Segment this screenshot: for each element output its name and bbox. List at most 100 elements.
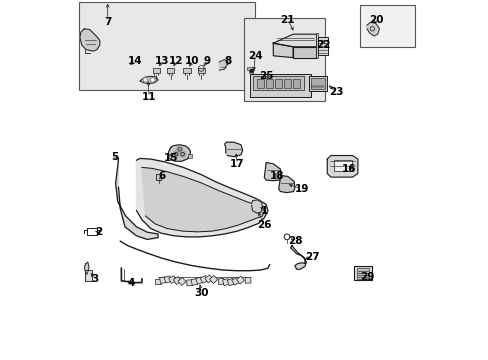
Bar <box>168 276 176 283</box>
Text: 16: 16 <box>341 164 355 174</box>
Bar <box>359 5 415 47</box>
Circle shape <box>144 79 146 81</box>
Bar <box>275 79 281 88</box>
Polygon shape <box>224 142 242 157</box>
Polygon shape <box>136 158 267 237</box>
Text: 20: 20 <box>368 15 383 25</box>
Text: 1: 1 <box>260 206 267 216</box>
Bar <box>209 275 217 284</box>
Bar <box>204 275 212 283</box>
Polygon shape <box>273 34 316 47</box>
Bar <box>249 74 310 97</box>
Bar <box>257 79 263 88</box>
Circle shape <box>151 79 153 81</box>
Text: 17: 17 <box>229 159 244 169</box>
Polygon shape <box>264 163 281 181</box>
Bar <box>265 79 272 88</box>
Bar <box>155 279 161 284</box>
Text: 25: 25 <box>258 71 273 81</box>
Bar <box>200 275 207 283</box>
Text: 2: 2 <box>95 227 102 237</box>
Text: 7: 7 <box>104 17 111 27</box>
Polygon shape <box>142 167 264 232</box>
Text: 27: 27 <box>305 252 320 262</box>
Text: 12: 12 <box>168 56 183 66</box>
Bar <box>236 276 244 284</box>
Text: 6: 6 <box>158 171 165 181</box>
Polygon shape <box>278 176 294 193</box>
Text: 23: 23 <box>328 87 343 97</box>
Bar <box>247 67 253 70</box>
Text: 22: 22 <box>316 40 330 50</box>
Text: 10: 10 <box>184 56 199 66</box>
Bar <box>87 228 97 235</box>
Polygon shape <box>84 262 89 274</box>
Polygon shape <box>80 29 100 51</box>
Bar <box>356 268 368 279</box>
Polygon shape <box>251 200 262 213</box>
Polygon shape <box>290 246 306 269</box>
Polygon shape <box>366 22 379 36</box>
Bar <box>354 266 371 280</box>
Bar <box>227 278 234 286</box>
Bar <box>315 33 317 58</box>
Text: 9: 9 <box>203 56 210 66</box>
Bar <box>253 76 303 90</box>
Bar <box>309 76 326 91</box>
Bar <box>178 277 186 285</box>
Bar <box>183 68 190 73</box>
Text: 18: 18 <box>269 171 284 181</box>
Polygon shape <box>219 59 228 70</box>
Bar <box>160 277 166 283</box>
Circle shape <box>250 69 253 72</box>
Polygon shape <box>140 76 158 84</box>
Polygon shape <box>168 145 190 161</box>
Text: 15: 15 <box>163 153 178 163</box>
Text: 24: 24 <box>247 51 262 61</box>
Text: 30: 30 <box>194 288 208 298</box>
Polygon shape <box>273 43 292 58</box>
Bar <box>167 68 174 73</box>
Bar <box>152 68 160 73</box>
Bar <box>244 277 250 283</box>
Bar <box>173 276 181 284</box>
Text: 4: 4 <box>127 278 135 288</box>
Circle shape <box>172 151 179 157</box>
Circle shape <box>176 146 183 153</box>
Circle shape <box>150 78 155 82</box>
Bar <box>244 18 325 101</box>
Bar <box>317 37 327 55</box>
Bar <box>186 280 192 286</box>
Polygon shape <box>115 158 158 239</box>
Bar <box>222 279 229 285</box>
Polygon shape <box>326 156 357 177</box>
Circle shape <box>143 78 147 82</box>
Bar <box>231 277 239 285</box>
Bar <box>85 270 92 281</box>
Bar <box>156 174 161 180</box>
Text: 21: 21 <box>280 15 294 25</box>
Text: 29: 29 <box>359 272 373 282</box>
Text: 13: 13 <box>154 56 169 66</box>
Bar <box>292 79 299 88</box>
Bar <box>79 2 255 90</box>
Bar <box>164 276 171 283</box>
Text: 11: 11 <box>142 92 156 102</box>
Bar <box>187 154 191 158</box>
Bar <box>310 78 324 89</box>
Text: 28: 28 <box>287 236 302 246</box>
Bar <box>333 160 351 171</box>
Text: 26: 26 <box>257 220 271 230</box>
Text: 5: 5 <box>111 152 118 162</box>
Text: 14: 14 <box>127 56 142 66</box>
Bar <box>195 277 203 284</box>
Circle shape <box>179 151 185 157</box>
Polygon shape <box>292 47 316 58</box>
Text: 19: 19 <box>294 184 308 194</box>
Bar <box>167 154 171 158</box>
Bar <box>284 79 290 88</box>
Text: 3: 3 <box>91 274 99 284</box>
Bar <box>191 279 198 285</box>
Bar <box>218 278 224 285</box>
Bar <box>197 68 204 73</box>
